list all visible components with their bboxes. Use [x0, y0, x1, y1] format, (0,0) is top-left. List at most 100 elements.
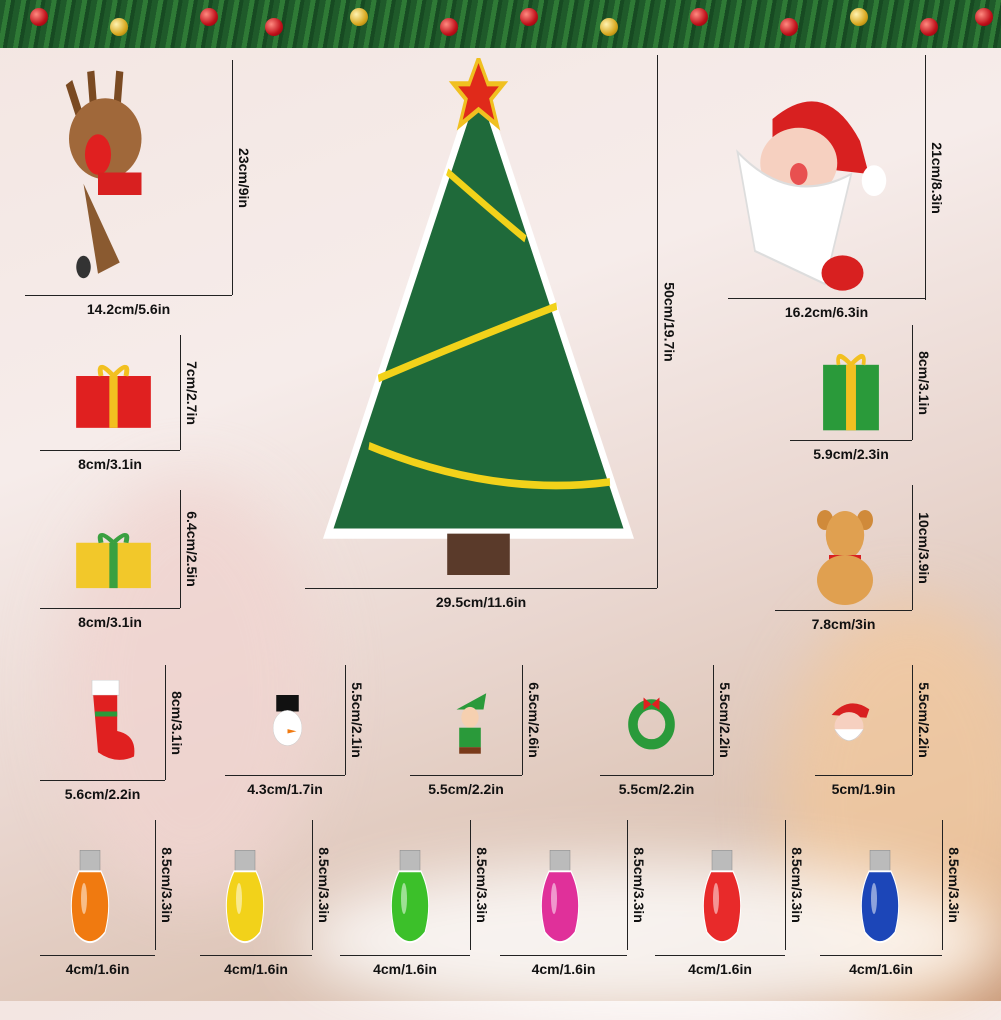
ornament-icon — [780, 18, 798, 36]
height-label: 23cm/9in — [235, 147, 252, 208]
width-label: 4cm/1.6in — [688, 961, 752, 977]
width-dimension-line — [655, 955, 785, 956]
height-label: 8.5cm/3.3in — [788, 847, 805, 923]
pine-garland — [0, 0, 1001, 48]
snowman-sticker — [265, 695, 310, 755]
height-label: 8cm/3.1in — [168, 690, 185, 755]
width-label: 14.2cm/5.6in — [86, 301, 171, 317]
ornament-icon — [690, 8, 708, 26]
height-label: 8.5cm/3.3in — [945, 847, 962, 923]
height-dimension-line — [912, 325, 913, 440]
height-label: 7cm/2.7in — [183, 360, 200, 425]
width-label: 4cm/1.6in — [373, 961, 437, 977]
height-dimension-line — [470, 820, 471, 950]
stocking-sticker — [80, 679, 140, 770]
reindeer-sticker — [40, 60, 185, 290]
height-label: 5.5cm/2.1in — [348, 682, 365, 758]
width-dimension-line — [40, 955, 155, 956]
width-dimension-line — [410, 775, 522, 776]
orange-bulb-sticker — [65, 849, 115, 952]
width-label: 4.3cm/1.7in — [247, 781, 323, 797]
green-gift-sticker — [820, 348, 882, 437]
width-label: 16.2cm/6.3in — [784, 304, 869, 320]
width-label: 8cm/3.1in — [78, 614, 142, 630]
ornament-icon — [600, 18, 618, 36]
ornament-icon — [265, 18, 283, 36]
ornament-icon — [30, 8, 48, 26]
width-label: 7.8cm/3in — [811, 616, 876, 632]
blue-bulb-sticker — [855, 849, 905, 952]
ornament-icon — [440, 18, 458, 36]
wreath-sticker — [625, 693, 678, 755]
width-dimension-line — [40, 608, 180, 609]
width-dimension-line — [790, 440, 912, 441]
elf-sticker — [443, 690, 497, 760]
height-dimension-line — [657, 55, 658, 588]
width-dimension-line — [305, 588, 657, 589]
height-dimension-line — [232, 60, 233, 295]
height-dimension-line — [713, 665, 714, 775]
width-dimension-line — [728, 298, 925, 299]
width-dimension-line — [820, 955, 942, 956]
width-dimension-line — [25, 295, 232, 296]
ornament-icon — [350, 8, 368, 26]
width-label: 4cm/1.6in — [849, 961, 913, 977]
height-dimension-line — [180, 335, 181, 450]
height-label: 8.5cm/3.3in — [158, 847, 175, 923]
red-bulb-sticker — [697, 849, 747, 952]
teddy-bear-sticker — [805, 505, 885, 610]
width-label: 4cm/1.6in — [531, 961, 596, 977]
santa-face-sticker — [820, 695, 878, 757]
pink-bulb-sticker — [535, 849, 585, 952]
height-label: 10cm/3.9in — [915, 511, 932, 584]
height-dimension-line — [312, 820, 313, 950]
width-label: 4cm/1.6in — [224, 961, 288, 977]
height-label: 8.5cm/3.3in — [315, 847, 332, 923]
height-dimension-line — [522, 665, 523, 775]
yellow-bulb-sticker — [220, 849, 270, 952]
width-dimension-line — [600, 775, 713, 776]
width-label: 5.9cm/2.3in — [813, 446, 889, 462]
height-label: 5.5cm/2.2in — [915, 682, 932, 758]
width-label: 5.5cm/2.2in — [618, 781, 695, 797]
santa-sticker — [720, 75, 895, 300]
height-dimension-line — [180, 490, 181, 608]
height-dimension-line — [345, 665, 346, 775]
green-bulb-sticker — [385, 849, 435, 952]
width-label: 4cm/1.6in — [65, 961, 130, 977]
width-dimension-line — [500, 955, 627, 956]
height-dimension-line — [912, 485, 913, 610]
ornament-icon — [110, 18, 128, 36]
width-label: 5.6cm/2.2in — [64, 786, 141, 802]
ornament-icon — [850, 8, 868, 26]
ornament-icon — [920, 18, 938, 36]
height-dimension-line — [925, 55, 926, 300]
width-label: 8cm/3.1in — [78, 456, 142, 472]
ornament-icon — [200, 8, 218, 26]
width-label: 29.5cm/11.6in — [435, 594, 527, 610]
width-dimension-line — [225, 775, 345, 776]
height-dimension-line — [627, 820, 628, 950]
height-label: 50cm/19.7in — [661, 281, 678, 362]
height-label: 6.5cm/2.6in — [525, 682, 542, 758]
height-label: 8.5cm/3.3in — [473, 847, 490, 923]
height-dimension-line — [942, 820, 943, 950]
height-dimension-line — [155, 820, 156, 950]
height-label: 8.5cm/3.3in — [630, 847, 647, 923]
christmas-tree-sticker — [322, 52, 635, 580]
ornament-icon — [520, 8, 538, 26]
red-gift-sticker — [72, 358, 155, 435]
width-dimension-line — [340, 955, 470, 956]
width-dimension-line — [775, 610, 912, 611]
height-label: 21cm/8.3in — [928, 141, 945, 214]
height-label: 8cm/3.1in — [915, 350, 932, 415]
width-dimension-line — [200, 955, 312, 956]
yellow-gift-sticker — [72, 527, 155, 595]
height-dimension-line — [165, 665, 166, 780]
width-dimension-line — [40, 450, 180, 451]
height-label: 6.4cm/2.5in — [183, 511, 200, 587]
ornament-icon — [975, 8, 993, 26]
height-dimension-line — [912, 665, 913, 775]
height-dimension-line — [785, 820, 786, 950]
height-label: 5.5cm/2.2in — [716, 682, 733, 758]
